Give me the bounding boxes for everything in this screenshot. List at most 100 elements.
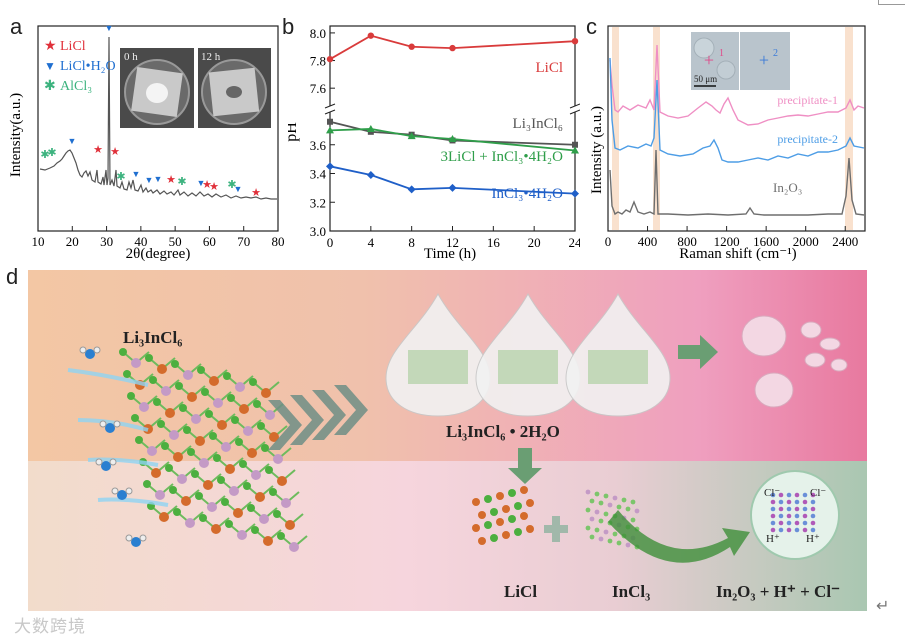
water-molecules [79,346,147,547]
band-1 [612,27,619,230]
xrd-peak-marker: ▼ [154,174,163,184]
bubble-ion-2: Cl⁻ [810,487,827,499]
down-arrow [508,448,542,484]
return-mark: ↵ [876,596,890,615]
ph-point [571,38,579,45]
legend-alcl3: AlCl₃ [60,79,92,94]
crystal-label: Li₃InCl₆ [123,328,183,347]
label-licl: LiCl [535,60,563,76]
panel-label-a: a [10,14,23,39]
xrd-peak-marker: ★ [202,179,212,191]
xrd-tick-label: 10 [32,234,45,249]
raman-tick-label: 400 [638,234,658,249]
xrd-tick-label: 80 [272,234,285,249]
ph-point [366,170,375,179]
ph-point [572,141,578,148]
inset-label-12h: 12 h [201,51,221,63]
raman-tick-label: 800 [677,234,697,249]
water-drops [741,315,848,408]
svg-text:+: + [759,50,769,70]
water-flow-arrows [67,368,169,507]
ph-xtick-label: 12 [446,235,459,250]
ph-point [367,32,375,39]
inset-scale-label: 50 μm [694,74,717,84]
xrd-peak-marker: ▼ [197,178,206,188]
mechanism-schematic: Li₃InCl₆ Li₃InCl₆ • 2H₂O LiCl InCl₃ In₂O… [28,270,867,611]
legend-triangle-icon: ▼ [44,59,56,73]
ph-ytick-label: 3.2 [310,195,326,210]
bubble-ion-3: H⁺ [766,533,780,545]
axis-break-mark [324,103,336,109]
final-products-label: In₂O₃ + H⁺ + Cl⁻ [716,582,841,601]
ph-xtick-label: 0 [327,235,334,250]
ph-point [571,189,579,198]
xrd-inset-photo-12h: 12 h [198,48,271,128]
xrd-inset-photo-0h: 0 h [120,48,194,128]
legend-star-icon: ★ [44,39,57,54]
ph-x-label: Time (h) [424,246,476,262]
xrd-peak-marker: ✱ [47,147,56,159]
trace-precipitate-1 [609,44,865,126]
micrograph-inset: + 1 + 2 50 μm [691,32,790,90]
licl-product-label: LiCl [504,582,538,601]
raman-chart: 0 400 800 1200 1600 2000 2400 precipitate-1 pr… [589,25,866,262]
xrd-x-ticks: 10 20 30 40 50 60 70 80 [32,226,285,249]
axis-break-mark [324,109,336,115]
li3incl6-lattice [119,348,308,552]
ph-point [326,126,334,134]
ph-point [326,162,334,171]
raman-x-label: Raman shift (cm⁻¹) [679,246,796,262]
ph-ytick-label: 3.4 [310,167,327,182]
licl-layers [472,486,534,545]
ph-ytick-label: 8.0 [310,26,326,41]
band-3 [845,27,853,230]
xrd-x-label: 2θ(degree) [126,246,191,262]
schematic-graphics [67,292,848,563]
xrd-peak-marker: ★ [209,181,219,193]
xrd-peak-marker: ▼ [68,136,77,146]
xrd-peak-marker: ✱ [227,179,236,191]
xrd-peak-marker: ★ [251,187,261,199]
xrd-tick-label: 60 [203,234,216,249]
xrd-peak-marker: ★ [166,174,176,186]
xrd-pattern-line [39,36,277,200]
raman-tick-label: 2400 [832,234,858,249]
xrd-tick-label: 40 [134,234,147,249]
inset-marker-1: 1 [719,48,724,59]
xrd-legend: ★ LiCl ▼ LiCl•H₂O ✱ AlCl₃ [44,39,116,94]
svg-text:+: + [704,50,714,70]
raman-tick-label: 1200 [714,234,740,249]
panel-label-d: d [6,264,19,289]
label-precipitate-2: precipitate-2 [777,132,838,146]
xrd-tick-label: 20 [66,234,79,249]
xrd-chart: 10 20 30 40 50 60 70 80 Intensity(a.u.) 2θ(degr… [8,23,285,262]
corner-mark [878,0,905,5]
ph-y-label: pH [288,122,300,142]
raman-tick-label: 2000 [793,234,819,249]
xrd-peak-marker: ✱ [177,176,186,188]
xrd-tick-label: 50 [169,234,182,249]
ph-point [449,44,456,52]
raman-x-ticks: 0 400 800 1200 1600 2000 2400 [605,226,858,249]
ph-point [408,43,415,50]
ph-point [326,55,334,63]
panel-label-b: b [282,14,295,39]
hydrate-label: Li₃InCl₆ • 2H₂O [446,422,560,441]
ph-point [407,132,416,140]
trace-precipitate-2 [609,57,865,163]
xrd-peak-marker: ✱ [116,171,125,183]
label-in2o3: In₂O₃ [773,180,802,195]
label-li3incl6: Li₃InCl₆ [513,116,563,132]
bubble-ion-1: Cl⁻ [764,487,781,499]
ph-ytick-label: 7.6 [310,81,327,96]
xrd-frame [37,25,279,232]
ph-point [448,135,457,142]
label-precipitate-1: precipitate-1 [777,93,838,107]
hydrate-droplets [385,292,671,417]
raman-y-label: Intensity (a.u.) [589,106,605,194]
watermark: 大数跨境 [14,617,86,637]
ph-ytick-label: 7.8 [310,54,326,69]
ph-xtick-label: 20 [528,235,541,250]
axis-break-mark [569,103,580,109]
xrd-peak-marker: ★ [110,146,120,158]
